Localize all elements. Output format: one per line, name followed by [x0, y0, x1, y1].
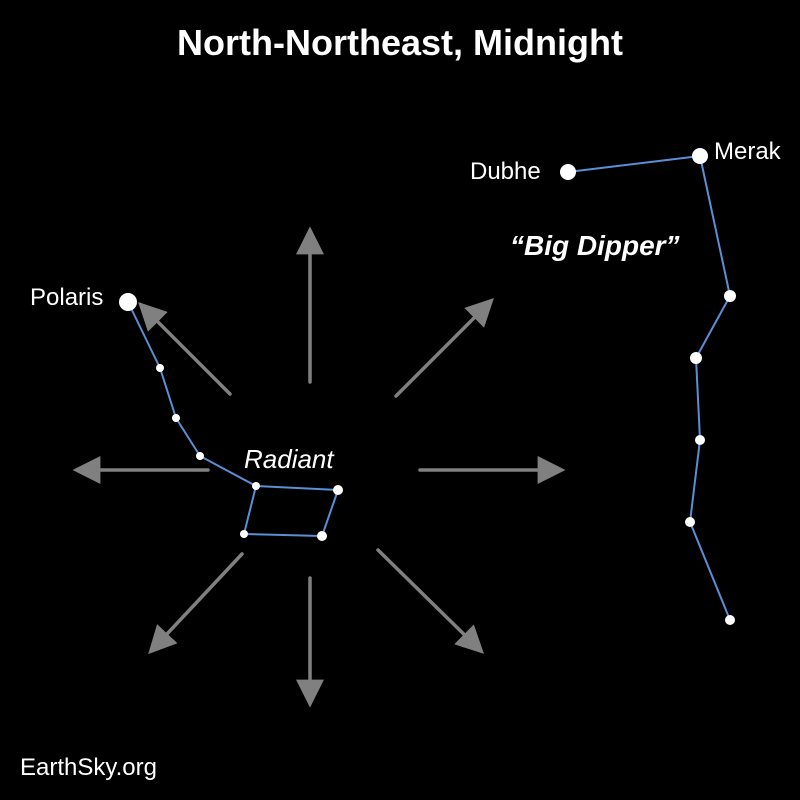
star-chart-root: North-Northeast, Midnight Polaris Radian…	[0, 0, 800, 800]
label-polaris: Polaris	[30, 284, 103, 312]
label-big-dipper: “Big Dipper”	[510, 230, 680, 262]
label-dubhe: Dubhe	[470, 158, 541, 186]
chart-title: North-Northeast, Midnight	[0, 22, 800, 64]
label-radiant: Radiant	[244, 444, 334, 475]
credit-text: EarthSky.org	[20, 754, 157, 782]
label-merak: Merak	[714, 138, 781, 166]
sky-svg	[0, 0, 800, 800]
